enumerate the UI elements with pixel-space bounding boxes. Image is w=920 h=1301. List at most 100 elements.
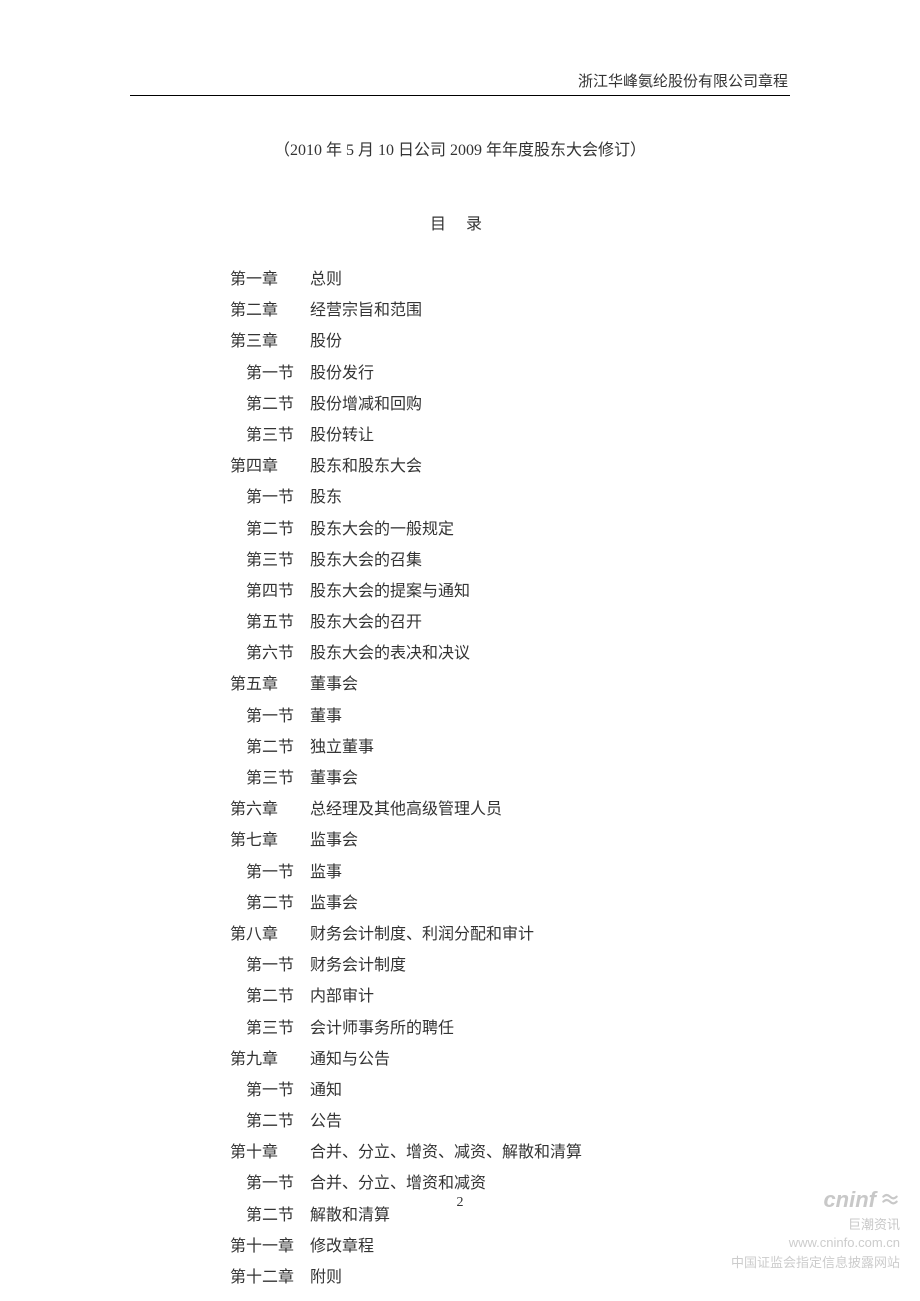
watermark-subtitle: 巨潮资讯 (731, 1214, 900, 1233)
toc-chapter-label: 第九章 (230, 1044, 294, 1075)
toc-section-label: 第三节 (246, 420, 294, 451)
toc-section-item: 第四节股东大会的提案与通知 (230, 576, 790, 607)
toc-section-item: 第六节股东大会的表决和决议 (230, 638, 790, 669)
toc-chapter-title: 股东和股东大会 (310, 458, 422, 475)
toc-section-label: 第三节 (246, 545, 294, 576)
toc-chapter-label: 第七章 (230, 825, 294, 856)
toc-chapter-item: 第三章股份 (230, 326, 790, 357)
toc-section-item: 第二节内部审计 (230, 981, 790, 1012)
toc-section-label: 第四节 (246, 576, 294, 607)
toc-chapter-title: 股份 (310, 333, 342, 350)
toc-chapter-title: 合并、分立、增资、减资、解散和清算 (310, 1144, 582, 1161)
watermark-description: 中国证监会指定信息披露网站 (731, 1252, 900, 1271)
toc-section-title: 股份发行 (310, 365, 374, 382)
toc-section-title: 股东大会的召集 (310, 552, 422, 569)
toc-chapter-item: 第九章通知与公告 (230, 1044, 790, 1075)
toc-section-item: 第三节会计师事务所的聘任 (230, 1013, 790, 1044)
toc-chapter-item: 第八章财务会计制度、利润分配和审计 (230, 919, 790, 950)
toc-chapter-item: 第十二章附则 (230, 1262, 790, 1293)
watermark-logo-text: cninf (823, 1187, 876, 1213)
toc-section-label: 第二节 (246, 732, 294, 763)
toc-chapter-item: 第一章总则 (230, 264, 790, 295)
toc-chapter-title: 董事会 (310, 676, 358, 693)
toc-chapter-item: 第六章总经理及其他高级管理人员 (230, 794, 790, 825)
toc-section-item: 第一节监事 (230, 857, 790, 888)
toc-section-title: 监事会 (310, 895, 358, 912)
revision-note: （2010 年 5 月 10 日公司 2009 年年度股东大会修订） (130, 136, 790, 160)
toc-chapter-item: 第二章经营宗旨和范围 (230, 295, 790, 326)
toc-chapter-label: 第十章 (230, 1137, 294, 1168)
toc-chapter-label: 第二章 (230, 295, 294, 326)
toc-chapter-label: 第十一章 (230, 1231, 294, 1262)
header-company-name: 浙江华峰氨纶股份有限公司章程 (130, 70, 790, 95)
toc-section-label: 第二节 (246, 981, 294, 1012)
watermark: cninf 巨潮资讯 www.cninfo.com.cn 中国证监会指定信息披露… (731, 1187, 900, 1271)
toc-section-item: 第二节独立董事 (230, 732, 790, 763)
table-of-contents: 第一章总则第二章经营宗旨和范围第三章股份第一节股份发行第二节股份增减和回购第三节… (130, 264, 790, 1293)
toc-section-item: 第二节股份增减和回购 (230, 389, 790, 420)
toc-chapter-label: 第八章 (230, 919, 294, 950)
toc-section-title: 通知 (310, 1082, 342, 1099)
toc-section-label: 第二节 (246, 1106, 294, 1137)
toc-section-label: 第一节 (246, 857, 294, 888)
toc-section-item: 第一节财务会计制度 (230, 950, 790, 981)
toc-section-label: 第一节 (246, 1075, 294, 1106)
toc-section-title: 股份转让 (310, 427, 374, 444)
toc-chapter-item: 第十章合并、分立、增资、减资、解散和清算 (230, 1137, 790, 1168)
toc-chapter-item: 第十一章修改章程 (230, 1231, 790, 1262)
toc-chapter-title: 通知与公告 (310, 1051, 390, 1068)
toc-section-title: 独立董事 (310, 739, 374, 756)
toc-section-item: 第一节股份发行 (230, 358, 790, 389)
toc-chapter-item: 第四章股东和股东大会 (230, 451, 790, 482)
header-underline: 浙江华峰氨纶股份有限公司章程 (130, 70, 790, 96)
toc-section-title: 股东大会的提案与通知 (310, 583, 470, 600)
toc-section-title: 合并、分立、增资和减资 (310, 1175, 486, 1192)
toc-section-title: 财务会计制度 (310, 957, 406, 974)
toc-section-label: 第二节 (246, 888, 294, 919)
toc-section-label: 第三节 (246, 1013, 294, 1044)
toc-chapter-label: 第一章 (230, 264, 294, 295)
toc-section-title: 内部审计 (310, 988, 374, 1005)
toc-section-title: 股东大会的召开 (310, 614, 422, 631)
toc-chapter-item: 第七章监事会 (230, 825, 790, 856)
toc-title: 目 录 (130, 210, 790, 234)
toc-section-title: 董事会 (310, 770, 358, 787)
toc-section-title: 监事 (310, 864, 342, 881)
watermark-url: www.cninfo.com.cn (731, 1235, 900, 1250)
toc-section-item: 第一节股东 (230, 482, 790, 513)
toc-section-item: 第三节股东大会的召集 (230, 545, 790, 576)
toc-section-title: 会计师事务所的聘任 (310, 1020, 454, 1037)
document-page: 浙江华峰氨纶股份有限公司章程 （2010 年 5 月 10 日公司 2009 年… (0, 0, 920, 1301)
toc-section-title: 股份增减和回购 (310, 396, 422, 413)
toc-section-item: 第五节股东大会的召开 (230, 607, 790, 638)
toc-chapter-label: 第十二章 (230, 1262, 294, 1293)
toc-section-item: 第一节通知 (230, 1075, 790, 1106)
toc-section-title: 公告 (310, 1113, 342, 1130)
watermark-logo-icon (880, 1190, 900, 1210)
toc-section-item: 第三节股份转让 (230, 420, 790, 451)
toc-section-item: 第三节董事会 (230, 763, 790, 794)
toc-chapter-label: 第五章 (230, 669, 294, 700)
toc-section-item: 第二节公告 (230, 1106, 790, 1137)
toc-section-label: 第二节 (246, 389, 294, 420)
toc-chapter-title: 经营宗旨和范围 (310, 302, 422, 319)
toc-chapter-label: 第三章 (230, 326, 294, 357)
toc-section-label: 第六节 (246, 638, 294, 669)
toc-section-label: 第一节 (246, 482, 294, 513)
toc-section-label: 第二节 (246, 514, 294, 545)
toc-section-label: 第一节 (246, 950, 294, 981)
toc-section-title: 股东大会的表决和决议 (310, 645, 470, 662)
toc-chapter-title: 修改章程 (310, 1238, 374, 1255)
toc-chapter-item: 第五章董事会 (230, 669, 790, 700)
toc-chapter-title: 财务会计制度、利润分配和审计 (310, 926, 534, 943)
toc-chapter-title: 总则 (310, 271, 342, 288)
toc-section-label: 第三节 (246, 763, 294, 794)
toc-section-item: 第二节监事会 (230, 888, 790, 919)
toc-section-title: 股东大会的一般规定 (310, 521, 454, 538)
toc-chapter-label: 第六章 (230, 794, 294, 825)
toc-section-label: 第五节 (246, 607, 294, 638)
toc-chapter-title: 监事会 (310, 832, 358, 849)
toc-chapter-title: 总经理及其他高级管理人员 (310, 801, 502, 818)
toc-section-title: 董事 (310, 708, 342, 725)
toc-section-label: 第一节 (246, 701, 294, 732)
